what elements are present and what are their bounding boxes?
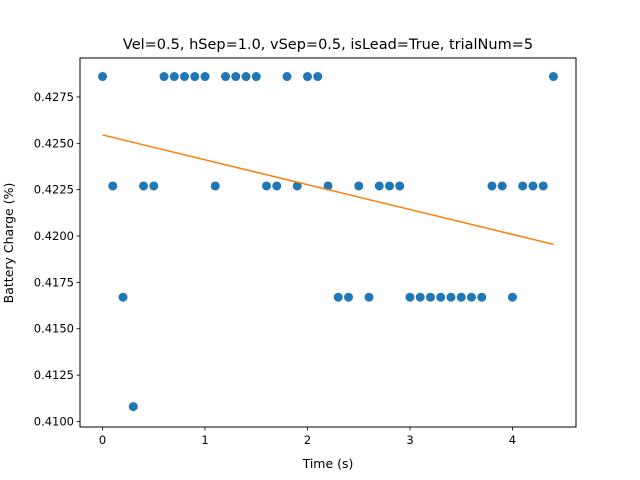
data-point bbox=[384, 181, 394, 191]
data-point bbox=[118, 292, 128, 302]
data-point bbox=[139, 181, 149, 191]
y-tick-label: 0.4250 bbox=[34, 136, 74, 150]
data-point bbox=[200, 72, 210, 82]
data-point bbox=[251, 72, 261, 82]
y-tick-label: 0.4200 bbox=[34, 229, 74, 243]
chart-title: Vel=0.5, hSep=1.0, vSep=0.5, isLead=True… bbox=[123, 37, 533, 53]
data-point bbox=[282, 72, 292, 82]
axes-frame bbox=[79, 57, 577, 428]
data-point bbox=[231, 72, 241, 82]
data-point bbox=[169, 72, 179, 82]
data-point bbox=[98, 72, 108, 82]
data-point bbox=[436, 292, 446, 302]
data-point bbox=[333, 292, 343, 302]
data-point bbox=[354, 181, 364, 191]
trend-line bbox=[102, 134, 554, 246]
data-point bbox=[149, 181, 159, 191]
data-point bbox=[405, 292, 415, 302]
data-point bbox=[497, 181, 507, 191]
y-axis-ticks: 0.4100 0.4125 0.4150 0.4175 0.4200 0.4225 0.42… bbox=[34, 90, 80, 428]
data-point bbox=[487, 181, 497, 191]
data-point bbox=[128, 402, 138, 412]
data-point bbox=[272, 181, 282, 191]
data-point bbox=[425, 292, 435, 302]
data-point bbox=[395, 181, 405, 191]
data-point bbox=[538, 181, 548, 191]
data-point bbox=[323, 181, 333, 191]
data-point bbox=[507, 292, 517, 302]
plot-area bbox=[98, 72, 558, 412]
x-tick-label: 3 bbox=[406, 433, 413, 447]
x-axis-label: Time (s) bbox=[302, 456, 354, 471]
data-point bbox=[477, 292, 487, 302]
y-tick-label: 0.4175 bbox=[34, 275, 74, 289]
data-point bbox=[528, 181, 538, 191]
y-axis-label: Battery Charge (%) bbox=[1, 183, 16, 304]
data-point bbox=[548, 72, 558, 82]
data-point bbox=[303, 72, 312, 82]
y-tick-label: 0.4275 bbox=[34, 90, 74, 104]
data-point bbox=[108, 181, 118, 191]
data-point bbox=[446, 292, 456, 302]
data-point bbox=[415, 292, 425, 302]
data-point bbox=[159, 72, 169, 82]
x-tick-label: 0 bbox=[99, 433, 106, 447]
data-point bbox=[190, 72, 200, 82]
x-tick-label: 2 bbox=[304, 433, 311, 447]
data-point bbox=[364, 292, 374, 302]
data-point bbox=[221, 72, 231, 82]
x-axis-ticks: 0 1 2 3 4 bbox=[99, 427, 516, 447]
y-tick-label: 0.4150 bbox=[34, 322, 74, 336]
data-point bbox=[241, 72, 251, 82]
y-tick-label: 0.4125 bbox=[34, 368, 74, 382]
data-point bbox=[292, 181, 302, 191]
data-point bbox=[456, 292, 466, 302]
y-tick-label: 0.4100 bbox=[34, 414, 74, 428]
data-point bbox=[313, 72, 323, 82]
y-tick-label: 0.4225 bbox=[34, 183, 74, 197]
data-point bbox=[466, 292, 476, 302]
data-point bbox=[518, 181, 528, 191]
x-tick-label: 1 bbox=[201, 433, 208, 447]
x-tick-label: 4 bbox=[509, 433, 516, 447]
data-point bbox=[180, 72, 190, 82]
data-point bbox=[262, 181, 272, 191]
data-point bbox=[210, 181, 220, 191]
data-point bbox=[344, 292, 353, 302]
data-point bbox=[374, 181, 384, 191]
